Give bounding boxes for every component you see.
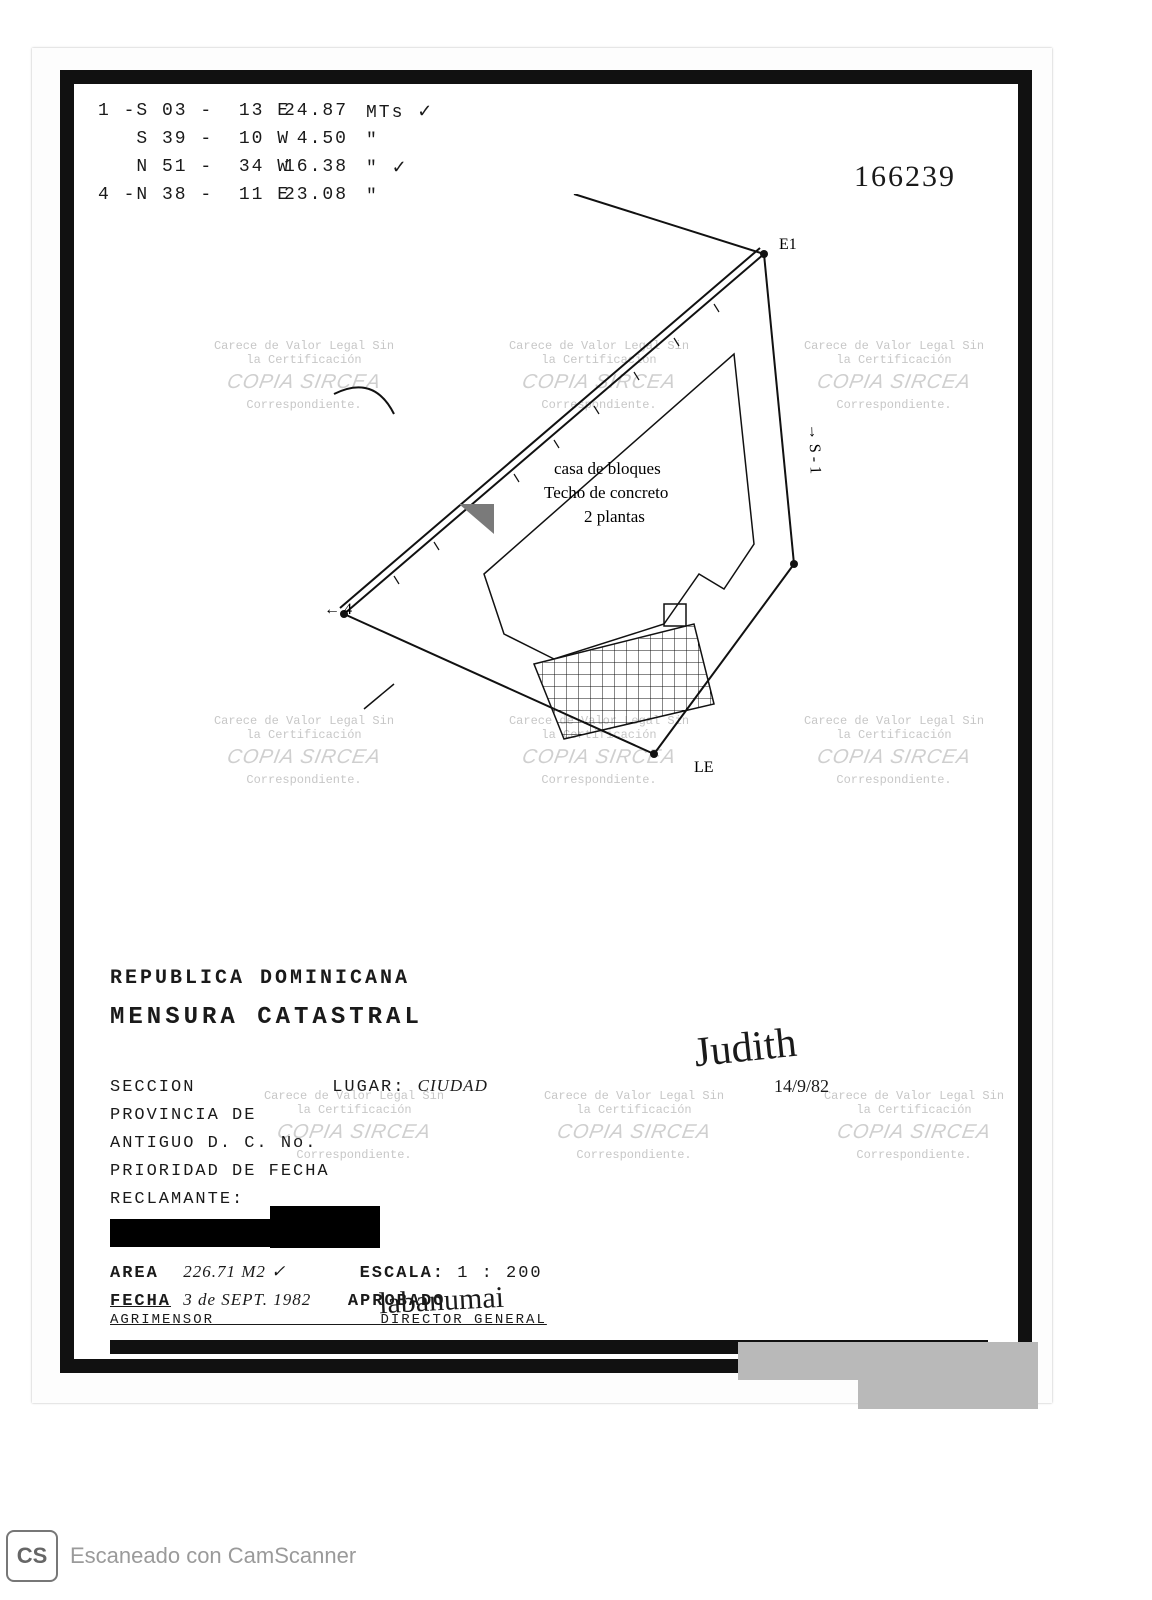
redaction-bar <box>270 1206 380 1248</box>
side-s1-label: → S - 1 <box>805 424 824 475</box>
gray-artifact <box>738 1342 1038 1380</box>
watermark-stamp: Carece de Valor Legal Sin la Certificaci… <box>534 1089 734 1162</box>
doc-type-line: MENSURA CATASTRAL <box>110 1000 423 1036</box>
right-signature: Judith <box>692 1019 799 1077</box>
lugar-value: CIUDAD <box>418 1076 488 1095</box>
camscanner-badge: CS Escaneado con CamScanner <box>6 1530 356 1582</box>
title-block: REPUBLICA DOMINICANA MENSURA CATASTRAL <box>110 964 423 1036</box>
watermark-stamp: Carece de Valor Legal Sin la Certificaci… <box>814 1089 1014 1162</box>
building-note-2: Techo de concreto <box>544 483 668 502</box>
building-note-3: 2 plantas <box>584 507 645 526</box>
form-block: SECCION LUGAR: CIUDAD PROVINCIA DE ANTIG… <box>110 1072 488 1214</box>
bearing-row: S 39 - 10 W4.50" <box>98 126 426 154</box>
provincia-label: PROVINCIA DE <box>110 1102 488 1130</box>
le-label: LE <box>694 759 714 776</box>
seccion-label: SECCION <box>110 1074 320 1102</box>
document-number: 166239 <box>854 160 956 194</box>
redaction-bar <box>110 1219 270 1247</box>
survey-plan: E1 → S - 1 ← 4 LE casa de bloques Techo … <box>194 194 974 814</box>
bearing-row: N 51 - 34 W16.38" ✓ <box>98 154 426 182</box>
dcno-label: ANTIGUO D. C. No. <box>110 1130 488 1158</box>
area-line: AREA 226.71 M2 ✓ ESCALA: 1 : 200 <box>110 1262 543 1283</box>
document-frame: Carece de Valor Legal Sin la Certificaci… <box>60 70 1032 1373</box>
signature-date: 14/9/82 <box>774 1076 829 1097</box>
prioridad-label: PRIORIDAD DE FECHA <box>110 1158 488 1186</box>
camscanner-text: Escaneado con CamScanner <box>70 1543 356 1569</box>
lugar-label: LUGAR: <box>332 1078 405 1097</box>
director-signature: labanumai <box>378 1281 505 1321</box>
bearing-row: 1 -S 03 - 13 E24.87MTs ✓ <box>98 98 426 126</box>
scanned-page: Carece de Valor Legal Sin la Certificaci… <box>32 48 1052 1403</box>
corner-e1-label: E1 <box>779 236 797 253</box>
country-line: REPUBLICA DOMINICANA <box>110 964 423 994</box>
camscanner-logo-icon: CS <box>6 1530 58 1582</box>
corner-4-label: ← 4 <box>324 601 352 618</box>
gray-artifact <box>858 1379 1038 1409</box>
building-note-1: casa de bloques <box>554 459 661 478</box>
